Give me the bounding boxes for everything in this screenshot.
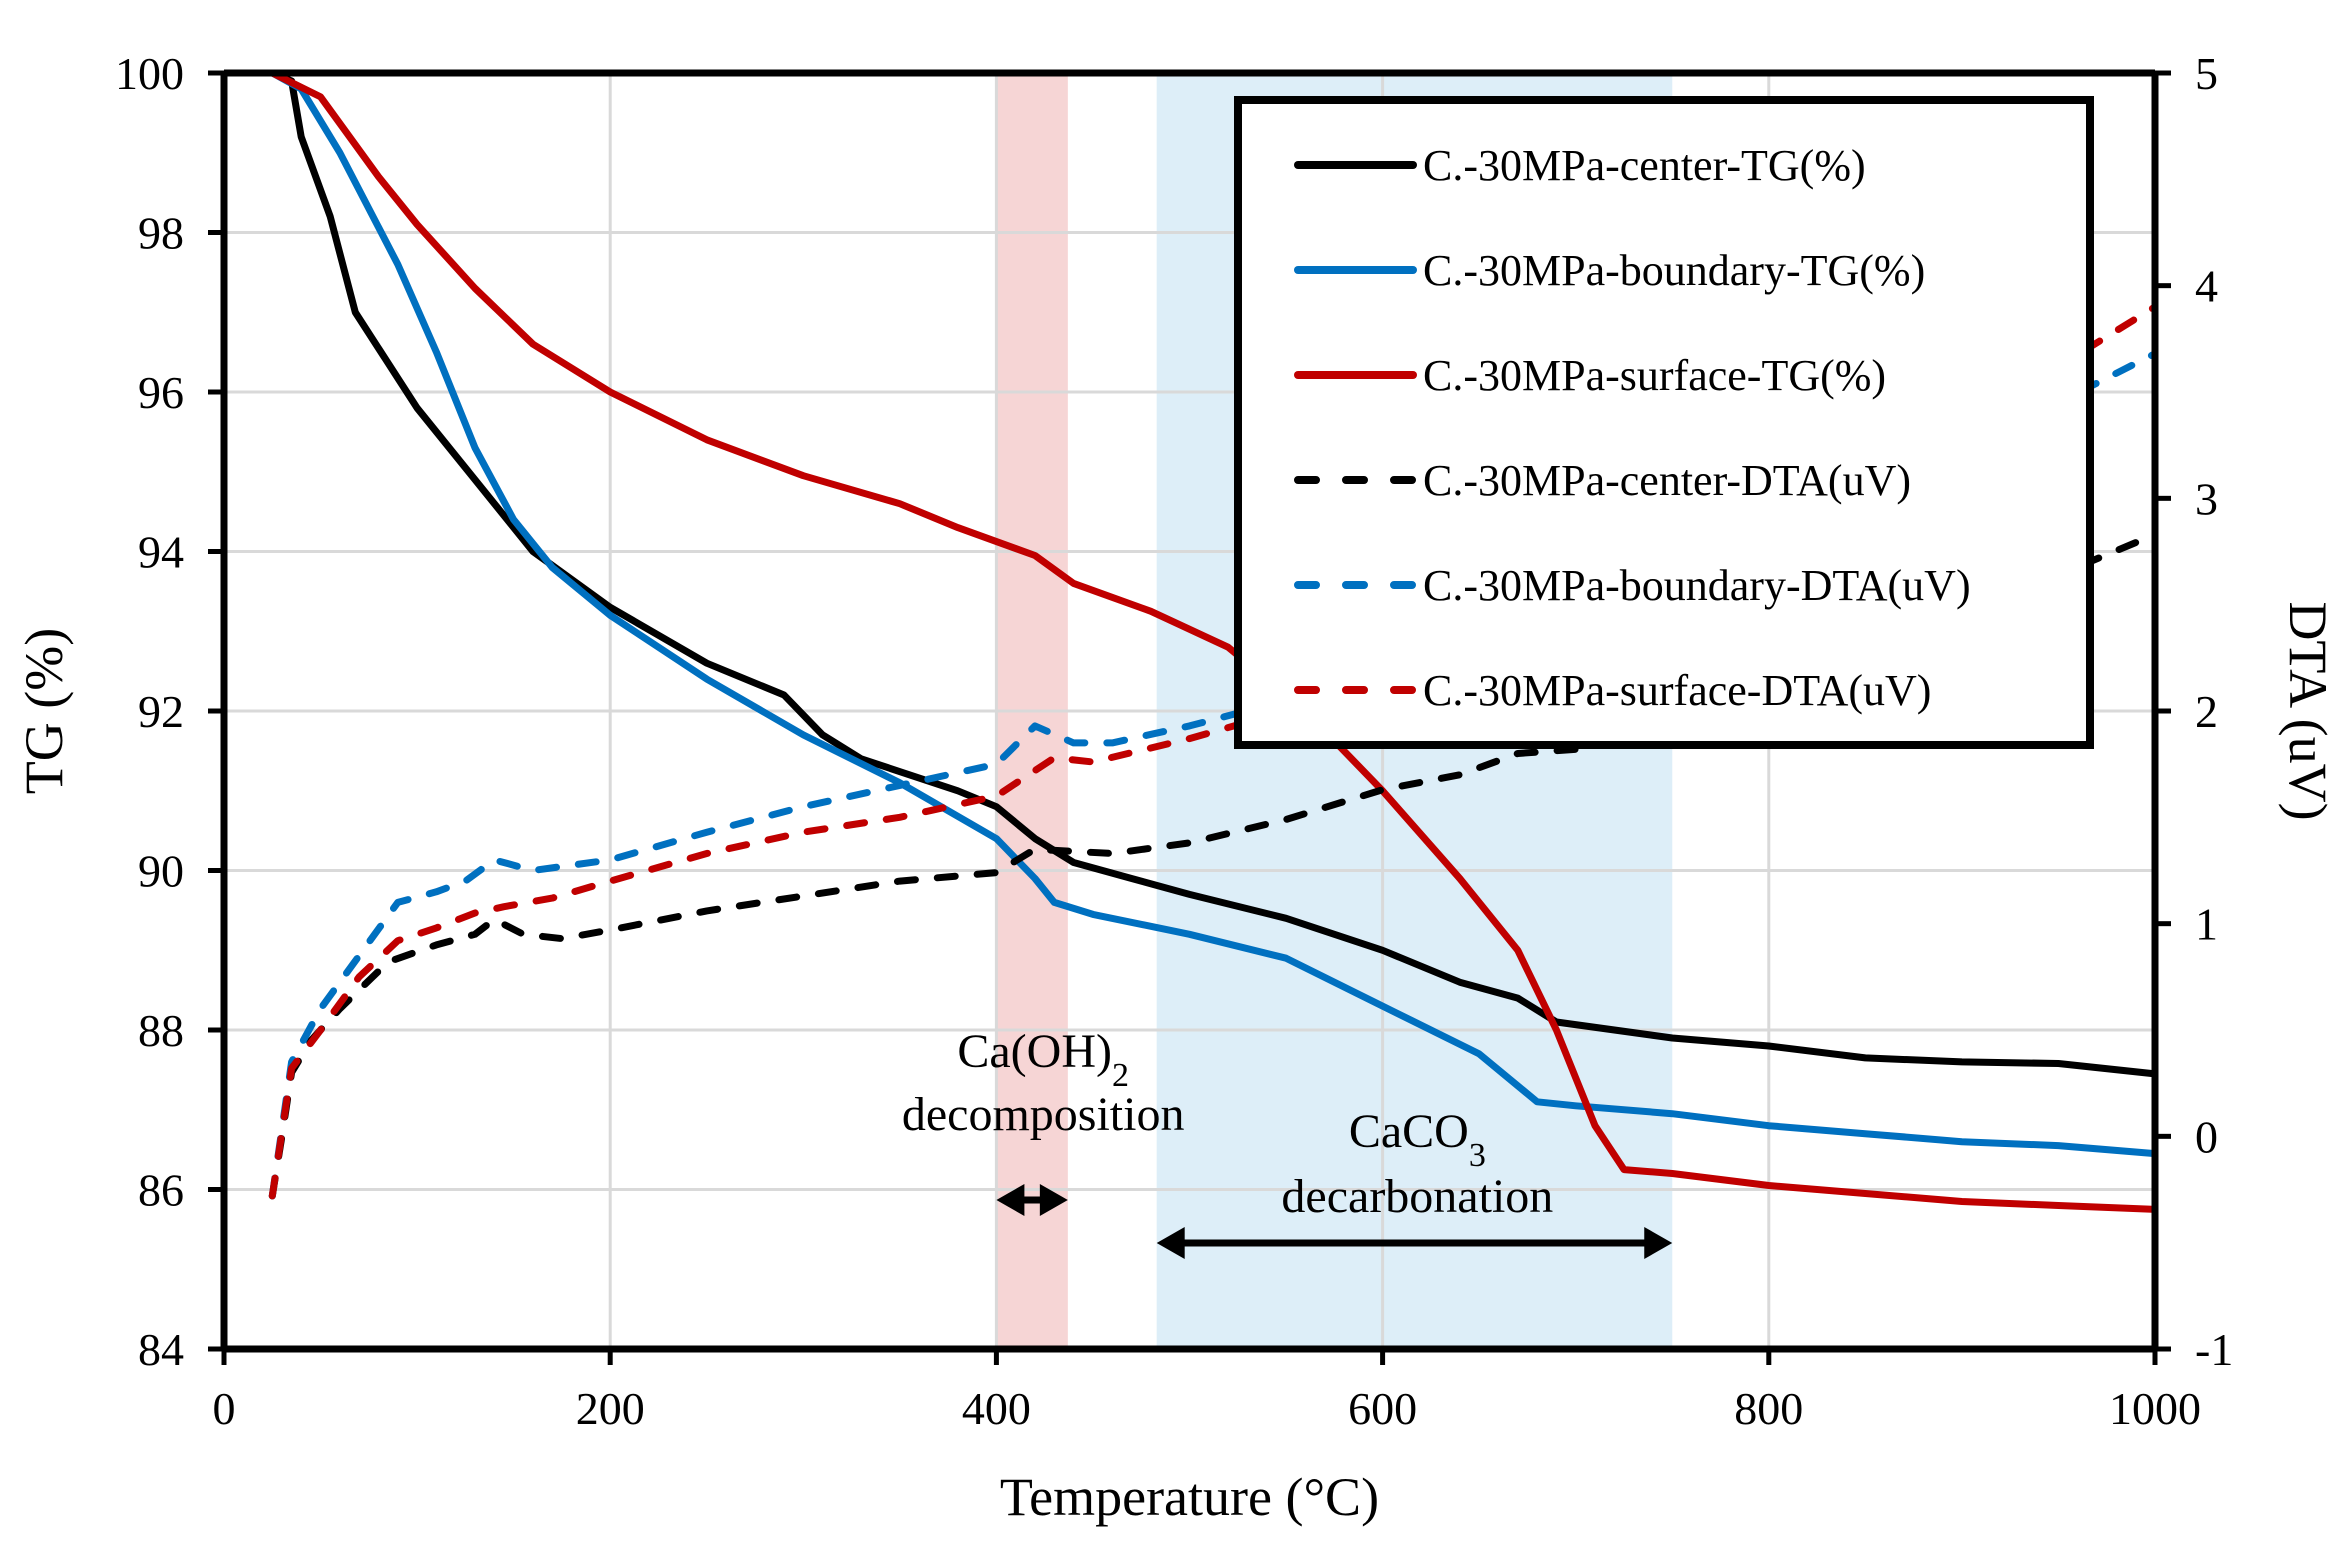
- annotation-subscript: 3: [1469, 1137, 1486, 1174]
- x-axis-title: Temperature (°C): [1000, 1467, 1379, 1527]
- y-tick-label-left: 90: [138, 846, 184, 897]
- legend-item: C.-30MPa-boundary-TG(%): [1294, 246, 1925, 295]
- legend: C.-30MPa-center-TG(%) C.-30MPa-boundary-T…: [1234, 96, 2094, 749]
- series-line-C.-30MPa-boundary-DTA(uV): [268, 350, 2159, 1200]
- y-axis-title-left: TG (%): [14, 628, 74, 794]
- series-line-C.-30MPa-boundary-TG(%): [268, 69, 2159, 1158]
- legend-item: C.-30MPa-center-DTA(uV): [1294, 456, 1911, 505]
- x-tick-label: 200: [576, 1383, 645, 1434]
- y-tick-label-left: 94: [138, 527, 184, 578]
- y-axis-title-right: DTA (uV): [2278, 601, 2338, 820]
- y-tick-label-left: 84: [138, 1324, 184, 1375]
- y-tick-label-left: 86: [138, 1165, 184, 1216]
- legend-label: C.-30MPa-surface-TG(%): [1423, 351, 1886, 400]
- y-tick-label-left: 98: [138, 208, 184, 259]
- annotation-caoh2-title: Ca(OH)2: [957, 1025, 1129, 1094]
- legend-box: [1234, 96, 2094, 749]
- legend-label: C.-30MPa-surface-DTA(uV): [1423, 666, 1931, 715]
- series-line-C.-30MPa-center-TG(%): [268, 69, 2159, 1078]
- annotation-caco3-title: CaCO3: [1349, 1105, 1486, 1174]
- y-tick-label-left: 92: [138, 686, 184, 737]
- y-tick-label-right: 4: [2195, 261, 2218, 312]
- arrow-head-left: [1156, 1227, 1185, 1259]
- y-tick-label-right: 2: [2195, 686, 2218, 737]
- legend-label: C.-30MPa-boundary-TG(%): [1423, 246, 1925, 295]
- series-line-C.-30MPa-surface-TG(%): [268, 69, 2159, 1213]
- legend-label: C.-30MPa-center-DTA(uV): [1423, 456, 1911, 505]
- x-tick-label: 800: [1734, 1383, 1803, 1434]
- x-tick-label: 0: [213, 1383, 236, 1434]
- y-tick-label-left: 96: [138, 367, 184, 418]
- annotation-text: Ca(OH): [957, 1025, 1112, 1078]
- y-tick-label-right: 0: [2195, 1111, 2218, 1162]
- axis-titles: Temperature (°C) TG (%) DTA (uV): [14, 601, 2338, 1527]
- legend-label: C.-30MPa-boundary-DTA(uV): [1423, 561, 1971, 610]
- y-tick-label-left: 88: [138, 1005, 184, 1056]
- x-tick-label: 1000: [2109, 1383, 2201, 1434]
- x-tick-label: 400: [962, 1383, 1031, 1434]
- annotation-caoh2-arrow: [996, 1184, 1068, 1216]
- legend-item: C.-30MPa-surface-DTA(uV): [1294, 666, 1931, 715]
- arrow-head-right: [1039, 1184, 1068, 1216]
- y-tick-label-right: -1: [2195, 1324, 2233, 1375]
- axes: [208, 69, 2171, 1365]
- legend-label: C.-30MPa-center-TG(%): [1423, 141, 1866, 190]
- annotation-caoh2-label: decomposition: [902, 1088, 1185, 1141]
- y-tick-label-right: 3: [2195, 473, 2218, 524]
- arrow-head-right: [1644, 1227, 1673, 1259]
- y-tick-label-right: 1: [2195, 899, 2218, 950]
- tick-labels: 0 200 400 600 800 1000 84 86 88 90 92 94 96 98 100 -1 0 1…: [115, 48, 2233, 1434]
- y-tick-label-right: 5: [2195, 48, 2218, 99]
- legend-item: C.-30MPa-boundary-DTA(uV): [1294, 561, 1971, 610]
- annotation-subscript: 2: [1112, 1057, 1129, 1094]
- annotation-caco3-arrow: [1156, 1227, 1673, 1259]
- arrow-head-left: [996, 1184, 1025, 1216]
- x-tick-label: 600: [1348, 1383, 1417, 1434]
- legend-item: C.-30MPa-surface-TG(%): [1294, 351, 1886, 400]
- annotation-caco3-label: decarbonation: [1281, 1170, 1553, 1223]
- annotation-text: CaCO: [1349, 1105, 1469, 1158]
- y-tick-label-left: 100: [115, 48, 184, 99]
- legend-item: C.-30MPa-center-TG(%): [1294, 141, 1866, 190]
